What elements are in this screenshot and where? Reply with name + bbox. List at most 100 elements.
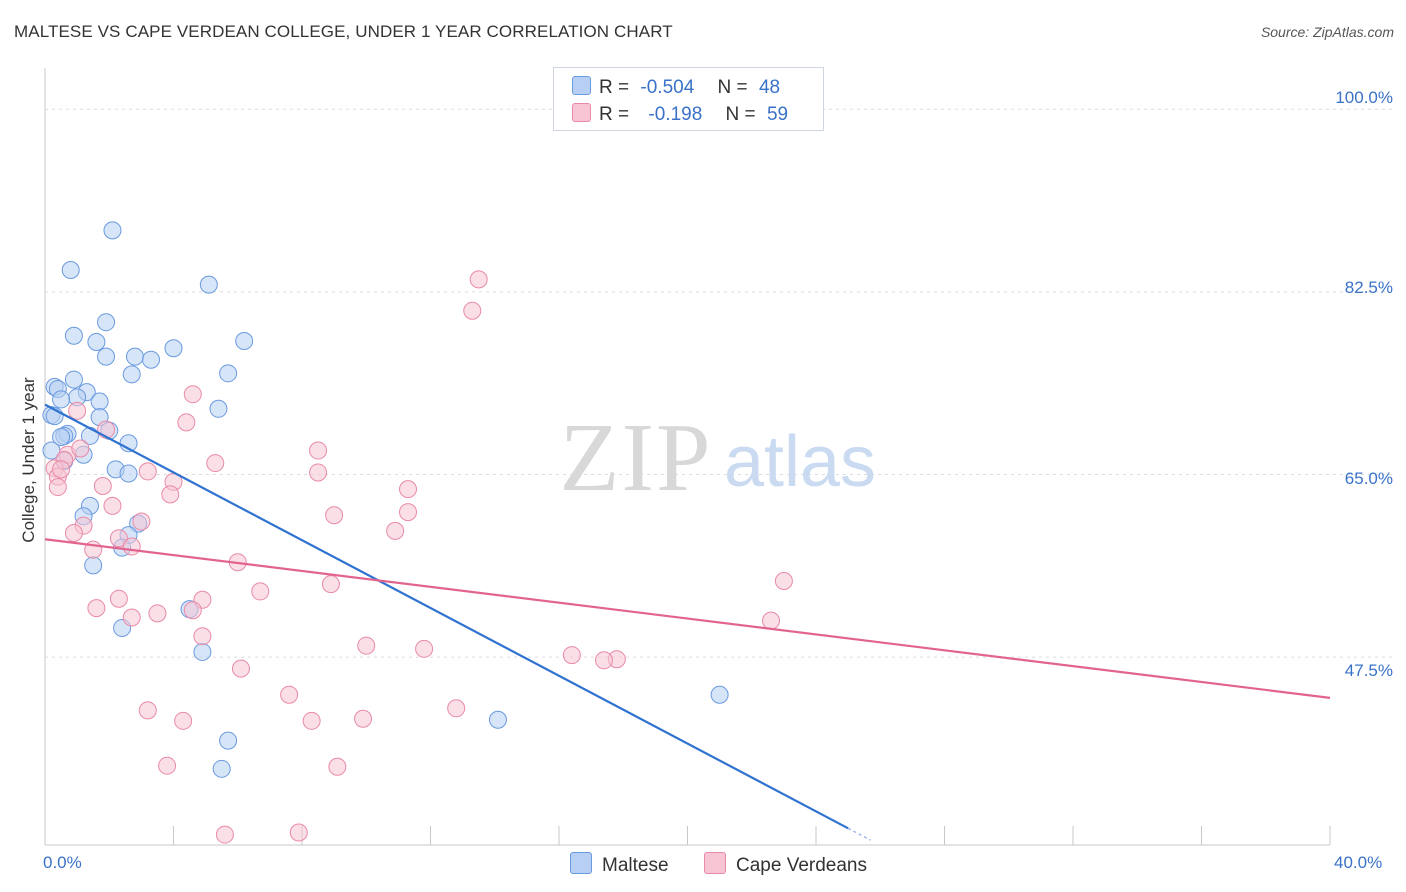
bottom-legend-cape-verdeans: Cape Verdeans <box>704 852 867 877</box>
cape-verdeans-point-50 <box>174 711 193 730</box>
cape-verdeans-point-21 <box>399 503 418 522</box>
cape-r-value: -0.198 <box>648 104 703 125</box>
maltese-point-18 <box>52 390 71 409</box>
cape-verdeans-point-41 <box>357 636 376 655</box>
maltese-n-label: N = <box>717 77 748 98</box>
maltese-point-9 <box>125 347 144 366</box>
maltese-point-8 <box>97 347 116 366</box>
maltese-point-43 <box>488 710 507 729</box>
trend-lines <box>44 403 1331 841</box>
x-tick-label-min: 0.0% <box>43 853 82 872</box>
cape-verdeans-point-31 <box>251 582 270 601</box>
cape-verdeans-point-38 <box>774 571 793 590</box>
cape-verdeans-point-18 <box>161 485 180 504</box>
x-tick-label-max: 40.0% <box>1334 853 1383 872</box>
maltese-trend-line <box>44 403 849 830</box>
cape-n-value: 59 <box>766 104 789 125</box>
maltese-point-5 <box>87 333 106 352</box>
legend-row-maltese: R = -0.504 N = 48 <box>572 76 780 99</box>
maltese-point-19 <box>90 392 109 411</box>
cape-verdeans-point-49 <box>138 701 157 720</box>
cape-verdeans-point-51 <box>302 711 321 730</box>
cape-verdeans-point-6 <box>309 441 328 460</box>
maltese-point-3 <box>97 313 116 332</box>
cape-verdeans-point-25 <box>386 521 405 540</box>
cape-verdeans-point-46 <box>231 659 250 678</box>
maltese-point-13 <box>64 370 83 389</box>
maltese-point-33 <box>119 464 138 483</box>
y-tick-label-82-5: 82.5% <box>1344 278 1393 297</box>
y-tick-label-47-5: 47.5% <box>1344 661 1393 680</box>
maltese-point-7 <box>164 339 183 358</box>
maltese-point-6 <box>235 331 254 350</box>
y-axis-label: College, Under 1 year <box>19 377 38 543</box>
cape-verdeans-point-22 <box>132 512 151 531</box>
cape-verdeans-point-54 <box>328 757 347 776</box>
bottom-cape-verdeans-label: Cape Verdeans <box>736 855 867 876</box>
cape-verdeans-point-3 <box>177 413 196 432</box>
cape-verdeans-point-15 <box>93 477 112 496</box>
maltese-point-12 <box>219 364 238 383</box>
cape-verdeans-swatch <box>572 103 591 122</box>
legend-row-cape-verdeans: R = -0.198 N = 59 <box>572 103 788 126</box>
maltese-r-label: R = <box>599 77 630 98</box>
cape-n-label: N = <box>725 104 756 125</box>
maltese-point-2 <box>199 275 218 294</box>
cape-verdeans-point-57 <box>52 460 71 479</box>
cape-verdeans-point-1 <box>463 301 482 320</box>
bottom-maltese-label: Maltese <box>602 855 669 876</box>
maltese-point-45 <box>219 731 238 750</box>
maltese-point-1 <box>61 261 80 280</box>
maltese-point-42 <box>193 642 212 661</box>
maltese-point-39 <box>84 556 103 575</box>
cape-verdeans-point-17 <box>48 478 67 497</box>
cape-verdeans-point-11 <box>138 462 157 481</box>
cape-verdeans-point-56 <box>289 823 308 842</box>
cape-verdeans-point-55 <box>215 825 234 844</box>
bottom-cape-verdeans-swatch <box>704 852 726 874</box>
cape-verdeans-point-48 <box>447 699 466 718</box>
bottom-maltese-swatch <box>570 852 592 874</box>
maltese-point-11 <box>122 365 141 384</box>
cape-verdeans-point-19 <box>103 496 122 515</box>
maltese-point-20 <box>209 399 228 418</box>
maltese-point-44 <box>710 685 729 704</box>
cape-verdeans-point-12 <box>309 463 328 482</box>
cape-verdeans-point-52 <box>354 709 373 728</box>
watermark: ZIP atlas <box>560 404 877 512</box>
cape-verdeans-point-47 <box>280 685 299 704</box>
maltese-point-0 <box>103 221 122 240</box>
cape-verdeans-point-58 <box>71 439 90 458</box>
cape-verdeans-point-26 <box>109 529 128 548</box>
bottom-legend-maltese: Maltese <box>570 852 669 877</box>
cape-verdeans-point-45 <box>594 651 613 670</box>
maltese-point-4 <box>64 326 83 345</box>
cape-verdeans-point-24 <box>64 523 83 542</box>
maltese-point-27 <box>52 427 71 446</box>
y-tick-label-100: 100.0% <box>1335 88 1393 107</box>
cape-verdeans-point-30 <box>321 575 340 594</box>
maltese-point-10 <box>142 350 161 369</box>
cape-verdeans-point-27 <box>122 537 141 556</box>
cape-verdeans-point-34 <box>87 599 106 618</box>
maltese-r-value: -0.504 <box>640 77 695 98</box>
cape-verdeans-point-32 <box>109 589 128 608</box>
correlation-legend: R = -0.504 N = 48 R = -0.198 N = 59 <box>553 67 824 131</box>
cape-verdeans-point-39 <box>762 611 781 630</box>
maltese-point-46 <box>212 759 231 778</box>
cape-verdeans-point-36 <box>148 604 167 623</box>
cape-verdeans-point-43 <box>562 646 581 665</box>
cape-verdeans-point-2 <box>183 385 202 404</box>
watermark-atlas: atlas <box>724 422 876 502</box>
cape-verdeans-point-42 <box>415 639 434 658</box>
cape-verdeans-point-0 <box>469 270 488 289</box>
y-tick-label-65: 65.0% <box>1344 469 1393 488</box>
maltese-trend-extension <box>847 827 871 841</box>
cape-verdeans-point-16 <box>399 480 418 499</box>
cape-verdeans-point-20 <box>325 506 344 525</box>
maltese-swatch <box>572 76 591 95</box>
data-points <box>42 221 793 844</box>
cape-verdeans-point-40 <box>193 627 212 646</box>
grid-lines <box>45 108 1395 658</box>
cape-verdeans-point-4 <box>68 401 87 420</box>
